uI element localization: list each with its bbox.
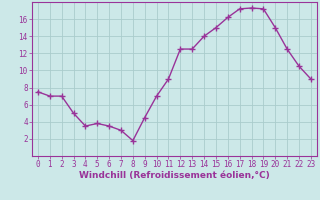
X-axis label: Windchill (Refroidissement éolien,°C): Windchill (Refroidissement éolien,°C) — [79, 171, 270, 180]
